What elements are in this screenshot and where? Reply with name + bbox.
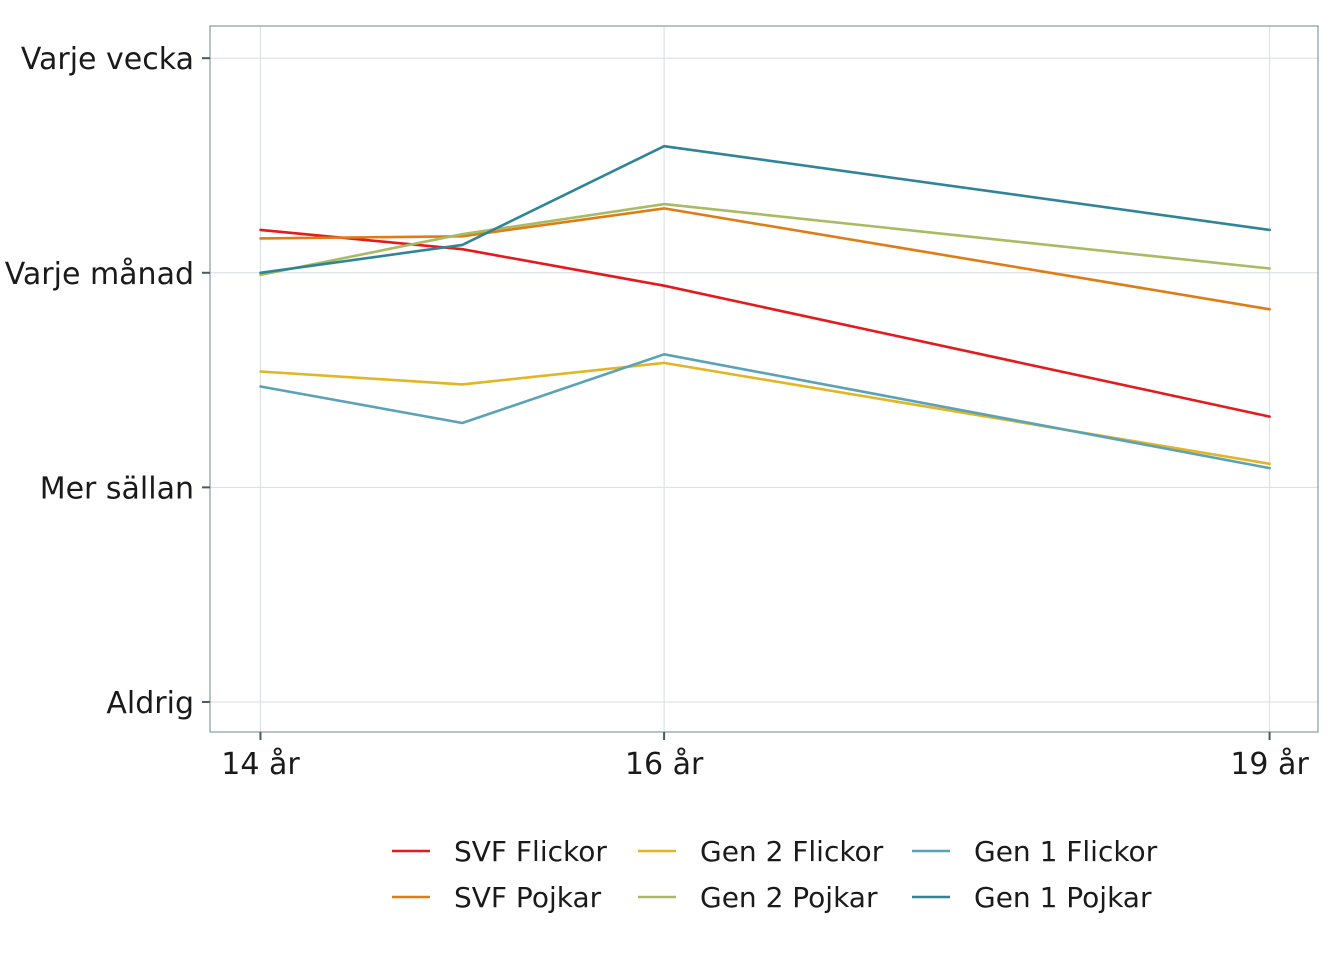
y-tick-label: Aldrig <box>106 686 194 721</box>
series-line-3 <box>259 361 1271 466</box>
legend: SVF Flickor SVF Pojkar Gen 2 Flickor Gen 2 … <box>392 835 1158 914</box>
series-line-6 <box>259 144 1271 275</box>
series-line-4 <box>259 202 1271 277</box>
legend-label: Gen 1 Pojkar <box>974 881 1152 914</box>
y-tick-label: Varje vecka <box>21 42 194 77</box>
x-tick-label: 14 år <box>221 747 300 782</box>
series-line-5 <box>259 352 1271 470</box>
y-tick-label: Mer sällan <box>40 471 194 506</box>
legend-label: Gen 1 Flickor <box>974 835 1158 868</box>
grid-layer <box>210 26 1318 732</box>
x-tick-label: 19 år <box>1230 747 1309 782</box>
series-line-1 <box>259 228 1271 418</box>
plot-frame <box>209 25 1319 733</box>
series-layer <box>259 144 1271 470</box>
legend-label: Gen 2 Flickor <box>700 835 884 868</box>
x-tick-label: 16 år <box>625 747 704 782</box>
legend-label: SVF Flickor <box>454 835 607 868</box>
y-tick-label: Varje månad <box>5 257 194 292</box>
series-line-2 <box>259 207 1271 311</box>
legend-label: Gen 2 Pojkar <box>700 881 878 914</box>
axis-layer: Aldrig Mer sällan Varje månad Varje vecka 14… <box>5 42 1310 782</box>
legend-label: SVF Pojkar <box>454 881 602 914</box>
